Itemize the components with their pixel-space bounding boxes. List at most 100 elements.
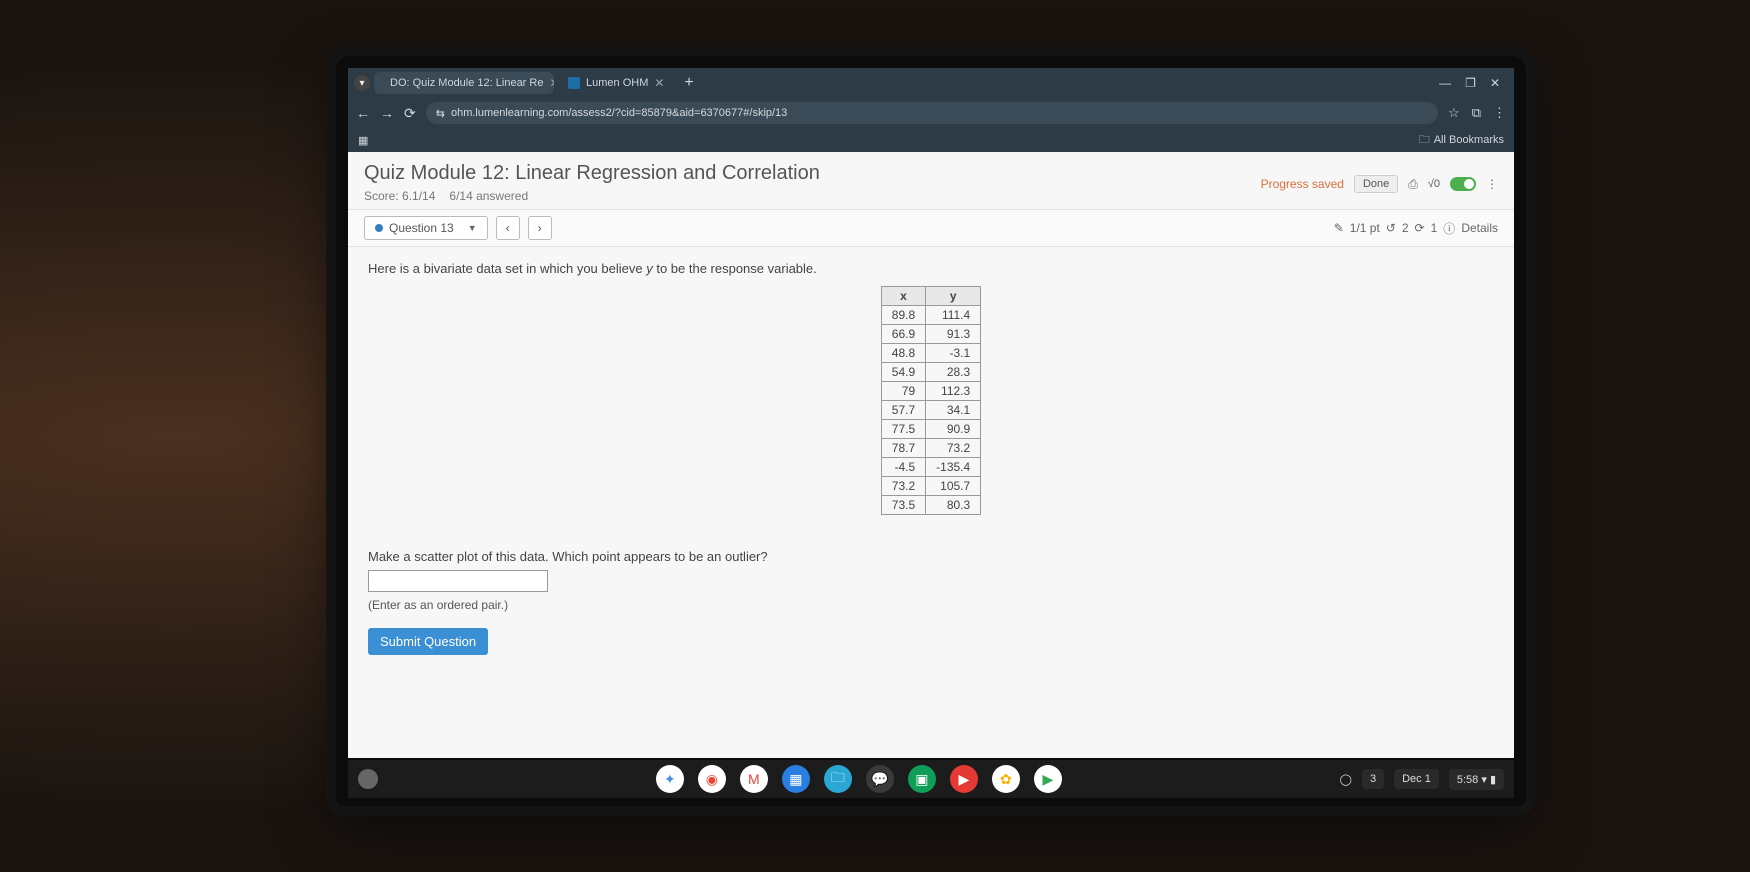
table-row: 79112.3 (881, 382, 980, 401)
taskbar-app-icon[interactable]: 🗀 (824, 765, 852, 793)
question-body: Here is a bivariate data set in which yo… (348, 247, 1514, 669)
info-icon[interactable]: ⓘ (1443, 220, 1455, 237)
tab-search-button[interactable]: ▾ (354, 75, 370, 91)
nav-back-button[interactable]: ← (356, 105, 370, 121)
input-hint: (Enter as an ordered pair.) (368, 598, 1494, 612)
nav-reload-button[interactable]: ⟳ (404, 105, 416, 122)
url-bar[interactable]: ⇆ ohm.lumenlearning.com/assess2/?cid=858… (426, 102, 1438, 124)
table-row: 73.580.3 (881, 496, 980, 515)
bookmark-bar: ▦ 🗀 All Bookmarks (348, 128, 1514, 152)
taskbar-app-icon[interactable]: ▦ (782, 765, 810, 793)
table-cell: 73.5 (881, 496, 925, 515)
question-status-dot-icon (375, 224, 383, 232)
wifi-icon: ▾ (1481, 774, 1487, 786)
tries-count: 2 (1402, 221, 1409, 235)
quiz-header: Quiz Module 12: Linear Regression and Co… (348, 152, 1514, 209)
window-maximize-button[interactable]: ❐ (1465, 76, 1476, 90)
table-row: 48.8-3.1 (881, 344, 980, 363)
battery-icon: ▮ (1490, 774, 1496, 786)
scatter-prompt: Make a scatter plot of this data. Which … (368, 549, 1494, 564)
page-content: Quiz Module 12: Linear Regression and Co… (348, 152, 1514, 758)
launcher-button[interactable] (358, 769, 378, 789)
apps-icon[interactable]: ▦ (358, 134, 368, 147)
table-cell: 80.3 (926, 496, 981, 515)
all-bookmarks-button[interactable]: All Bookmarks (1434, 134, 1504, 146)
table-cell: -4.5 (881, 458, 925, 477)
taskbar-apps: ✦ ◉ M ▦ 🗀 💬 ▣ ▶ ✿ ▶ (378, 765, 1340, 793)
table-cell: 79 (881, 382, 925, 401)
formula-icon[interactable]: √0 (1428, 178, 1440, 190)
browser-tab-1[interactable]: DO: Quiz Module 12: Linear Re ✕ (374, 72, 554, 94)
table-cell: 91.3 (926, 325, 981, 344)
submit-question-button[interactable]: Submit Question (368, 628, 488, 655)
points-label: 1/1 pt (1350, 221, 1380, 235)
table-cell: 90.9 (926, 420, 981, 439)
notification-count[interactable]: 3 (1362, 769, 1384, 789)
taskbar-app-icon[interactable]: ▶ (1034, 765, 1062, 793)
toggle-switch[interactable] (1450, 177, 1476, 191)
table-row: 89.8111.4 (881, 306, 980, 325)
data-table: xy 89.8111.466.991.348.8-3.154.928.37911… (881, 286, 981, 515)
table-cell: 111.4 (926, 306, 981, 325)
regen-icon: ⟳ (1415, 221, 1425, 235)
new-tab-button[interactable]: + (678, 74, 699, 92)
page-menu-icon[interactable]: ⋮ (1486, 177, 1498, 191)
done-button[interactable]: Done (1354, 175, 1398, 193)
taskbar-app-icon[interactable]: ✦ (656, 765, 684, 793)
taskbar-app-icon[interactable]: ✿ (992, 765, 1020, 793)
table-cell: -135.4 (926, 458, 981, 477)
table-cell: 48.8 (881, 344, 925, 363)
tab-title: Lumen OHM (586, 77, 648, 89)
edit-icon: ✎ (1334, 221, 1344, 235)
taskbar-app-icon[interactable]: 💬 (866, 765, 894, 793)
details-link[interactable]: Details (1461, 221, 1498, 235)
table-row: 57.734.1 (881, 401, 980, 420)
taskbar-date[interactable]: Dec 1 (1394, 769, 1439, 789)
next-question-button[interactable]: › (528, 216, 552, 240)
table-row: 78.773.2 (881, 439, 980, 458)
table-cell: -3.1 (926, 344, 981, 363)
taskbar-app-icon[interactable]: ▣ (908, 765, 936, 793)
bookmark-star-icon[interactable]: ☆ (1448, 105, 1460, 121)
nav-forward-button[interactable]: → (380, 105, 394, 121)
table-cell: 73.2 (926, 439, 981, 458)
taskbar-app-icon[interactable]: ◉ (698, 765, 726, 793)
table-header: x (881, 287, 925, 306)
favicon-icon (568, 77, 580, 89)
browser-tab-strip: ▾ DO: Quiz Module 12: Linear Re ✕ Lumen … (348, 68, 1514, 98)
answer-input[interactable] (368, 570, 548, 592)
question-selector-row: Question 13 ▼ ‹ › ✎ 1/1 pt ↺ 2 ⟳ 1 ⓘ Det… (348, 209, 1514, 247)
regen-count: 1 (1431, 221, 1438, 235)
notification-icon[interactable]: ◯ (1340, 773, 1352, 786)
question-dropdown[interactable]: Question 13 ▼ (364, 216, 488, 240)
taskbar-time[interactable]: 5:58 ▾ ▮ (1449, 769, 1504, 790)
progress-saved-label: Progress saved (1261, 177, 1344, 191)
table-cell: 28.3 (926, 363, 981, 382)
browser-menu-icon[interactable]: ⋮ (1493, 105, 1506, 121)
tab-title: DO: Quiz Module 12: Linear Re (390, 77, 543, 89)
table-header: y (926, 287, 981, 306)
table-row: 77.590.9 (881, 420, 980, 439)
answered-label: 6/14 answered (449, 189, 528, 203)
window-minimize-button[interactable]: — (1439, 76, 1451, 90)
question-meta: ✎ 1/1 pt ↺ 2 ⟳ 1 ⓘ Details (1334, 220, 1498, 237)
table-cell: 78.7 (881, 439, 925, 458)
table-row: 54.928.3 (881, 363, 980, 382)
browser-tab-2[interactable]: Lumen OHM ✕ (558, 72, 674, 94)
close-tab-icon[interactable]: ✕ (654, 76, 664, 90)
tries-icon: ↺ (1386, 221, 1396, 235)
extensions-icon[interactable]: ⧉ (1472, 105, 1481, 121)
taskbar-app-icon[interactable]: ▶ (950, 765, 978, 793)
window-close-button[interactable]: ✕ (1490, 76, 1500, 90)
question-label: Question 13 (389, 221, 454, 235)
screen: ▾ DO: Quiz Module 12: Linear Re ✕ Lumen … (348, 68, 1514, 758)
prev-question-button[interactable]: ‹ (496, 216, 520, 240)
table-cell: 89.8 (881, 306, 925, 325)
table-cell: 54.9 (881, 363, 925, 382)
print-icon[interactable]: ⎙ (1408, 177, 1418, 192)
site-info-icon[interactable]: ⇆ (436, 107, 445, 120)
table-cell: 105.7 (926, 477, 981, 496)
close-tab-icon[interactable]: ✕ (549, 76, 554, 90)
table-cell: 77.5 (881, 420, 925, 439)
taskbar-app-icon[interactable]: M (740, 765, 768, 793)
